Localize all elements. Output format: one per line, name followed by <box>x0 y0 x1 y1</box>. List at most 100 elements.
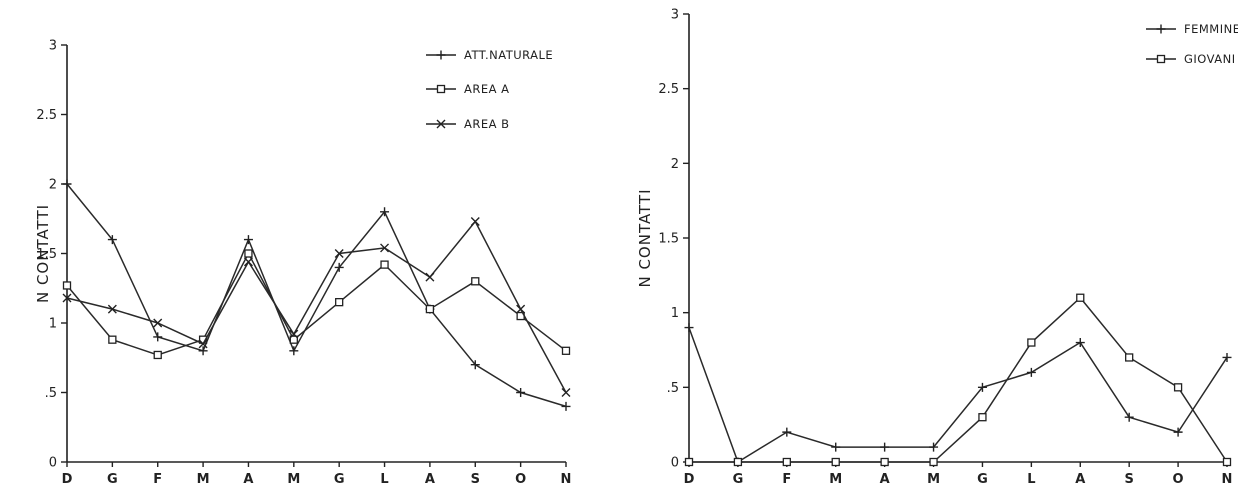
series-line <box>688 327 1228 464</box>
data-point <box>334 262 344 272</box>
series-2 <box>62 249 571 360</box>
legend-label: AREA A <box>464 82 510 96</box>
y-tick-label: 1.5 <box>36 247 57 262</box>
data-point <box>243 257 253 267</box>
data-point <box>380 260 389 269</box>
x-tick-label: F <box>782 472 791 487</box>
x-tick-label: A <box>243 472 253 487</box>
data-point <box>470 217 480 227</box>
legend-marker <box>1156 54 1166 64</box>
data-point <box>880 442 890 452</box>
data-point <box>380 243 390 253</box>
data-point <box>1124 412 1134 422</box>
data-point <box>62 281 72 290</box>
data-point <box>107 304 117 314</box>
data-point <box>929 457 938 467</box>
x-tick-label: A <box>425 472 435 487</box>
data-point <box>880 457 889 467</box>
data-point <box>561 388 571 397</box>
y-tick-label: 2.5 <box>658 82 679 97</box>
data-point <box>684 323 694 333</box>
data-point <box>977 382 987 392</box>
legend-label: FEMMINE <box>1184 22 1238 36</box>
data-point <box>1173 427 1183 437</box>
data-point <box>107 235 117 245</box>
x-tick-label: G <box>107 472 118 487</box>
x-tick-label: S <box>471 472 480 487</box>
data-point <box>334 249 344 258</box>
y-tick-label: 1 <box>49 317 57 332</box>
data-point <box>831 442 841 452</box>
legend: ATT.NATURALE AREA A AREA B <box>426 48 553 131</box>
data-point <box>782 457 791 467</box>
data-point <box>516 304 526 314</box>
y-tick-label: 3 <box>671 8 679 23</box>
data-point <box>289 346 299 356</box>
x-tick-label: M <box>197 472 210 487</box>
legend: FEMMINE GIOVANI <box>1146 22 1238 66</box>
chart-panel-1: 0 .5 1 1.5 2 2.5 3 D G F M A M G L A S O N N CONTATTI ATT.NA… <box>34 39 571 488</box>
x-tick-label: G <box>334 472 345 487</box>
y-axis-label: N CONTATTI <box>636 188 654 287</box>
data-point <box>243 235 253 245</box>
x-tick-label: S <box>1124 472 1133 487</box>
legend-marker <box>436 119 446 129</box>
y-tick-label: 2 <box>671 157 679 172</box>
y-tick-label: .5 <box>45 386 57 401</box>
y-tick-label: 1.5 <box>658 232 679 247</box>
data-point <box>1125 353 1134 362</box>
x-tick-label: O <box>1173 472 1184 487</box>
x-tick-label: N <box>1222 472 1233 487</box>
x-tick-label: D <box>62 472 73 487</box>
data-point <box>831 457 840 467</box>
y-axis-label: N CONTATTI <box>34 204 52 303</box>
legend-marker <box>1156 24 1166 34</box>
data-point <box>1222 457 1232 467</box>
y-tick-label: 0 <box>671 456 679 471</box>
data-point <box>1173 383 1183 392</box>
y-tick-label: 3 <box>49 39 57 54</box>
data-point <box>1027 338 1036 347</box>
legend-marker <box>436 50 446 60</box>
series-line <box>66 251 567 356</box>
data-point <box>62 293 72 303</box>
series-line <box>689 296 1228 463</box>
data-point <box>153 318 163 328</box>
data-point <box>425 304 435 314</box>
x-tick-label: M <box>287 472 300 487</box>
x-tick-label: L <box>1027 472 1035 487</box>
data-point <box>1026 367 1036 377</box>
data-point <box>733 457 743 467</box>
series-3 <box>62 217 571 397</box>
legend-label: GIOVANI <box>1184 52 1236 66</box>
series-2 <box>684 293 1232 467</box>
y-tick-label: 0 <box>49 456 57 471</box>
data-point <box>1222 352 1232 362</box>
data-point <box>153 350 162 360</box>
data-point <box>335 297 344 307</box>
y-tick-label: 2.5 <box>36 108 57 123</box>
legend-marker <box>436 84 446 94</box>
data-point <box>198 339 208 349</box>
data-point <box>198 346 208 356</box>
x-tick-label: D <box>684 472 695 487</box>
data-point <box>684 457 694 467</box>
data-point <box>561 401 571 411</box>
legend-label: ATT.NATURALE <box>464 48 553 62</box>
chart-panel-2: 0 .5 1 1.5 2 2.5 3 D G F M A M G L A S O N N CONTATTI FEMMIN… <box>636 8 1238 488</box>
data-point <box>62 179 72 189</box>
x-tick-label: A <box>1075 472 1085 487</box>
data-point <box>153 332 163 342</box>
data-point <box>516 388 526 397</box>
x-tick-label: F <box>153 472 162 487</box>
data-point <box>470 360 480 370</box>
data-point <box>978 413 987 422</box>
data-point <box>108 335 117 344</box>
x-tick-label: G <box>733 472 744 487</box>
x-tick-label: A <box>880 472 890 487</box>
legend-label: AREA B <box>464 117 510 131</box>
data-point <box>471 277 480 286</box>
series-line <box>66 220 567 393</box>
data-point <box>561 346 571 355</box>
